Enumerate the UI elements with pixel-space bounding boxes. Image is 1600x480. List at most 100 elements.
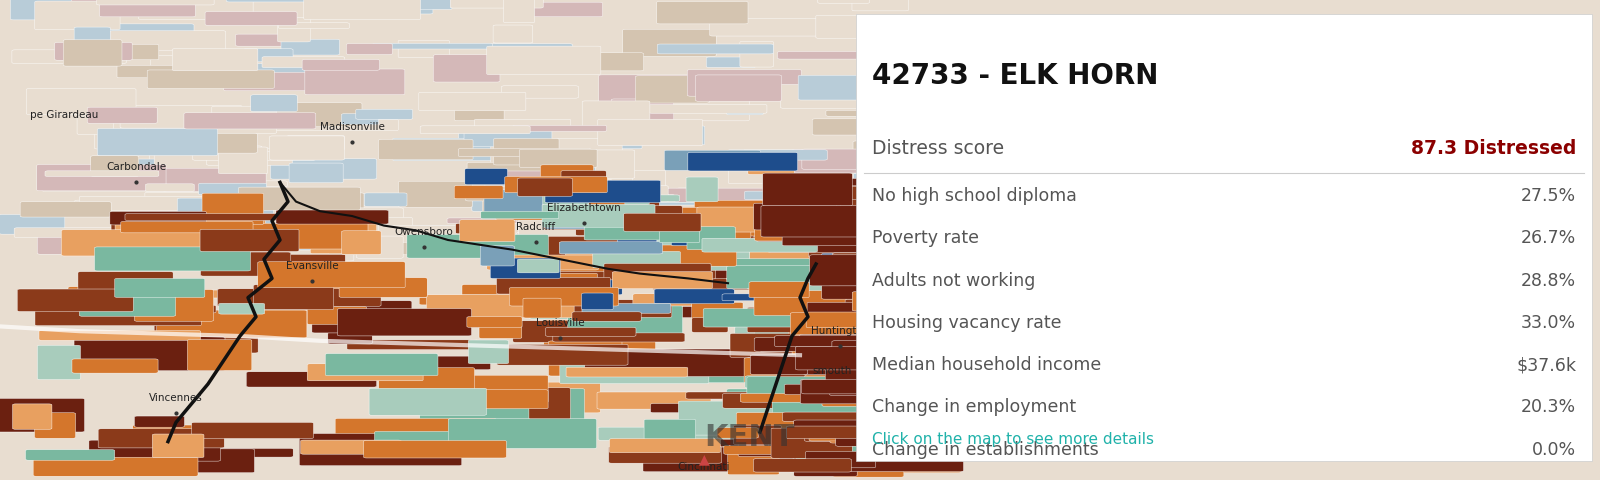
FancyBboxPatch shape bbox=[624, 213, 701, 231]
FancyBboxPatch shape bbox=[664, 150, 760, 170]
FancyBboxPatch shape bbox=[773, 294, 886, 322]
FancyBboxPatch shape bbox=[800, 380, 942, 404]
Text: Owensboro: Owensboro bbox=[395, 227, 453, 237]
FancyBboxPatch shape bbox=[762, 200, 891, 206]
FancyBboxPatch shape bbox=[613, 272, 712, 289]
FancyBboxPatch shape bbox=[672, 231, 709, 246]
FancyBboxPatch shape bbox=[592, 53, 643, 71]
FancyBboxPatch shape bbox=[598, 75, 728, 102]
FancyBboxPatch shape bbox=[426, 295, 576, 318]
FancyBboxPatch shape bbox=[198, 183, 267, 195]
FancyBboxPatch shape bbox=[434, 55, 499, 82]
FancyBboxPatch shape bbox=[88, 107, 157, 123]
FancyBboxPatch shape bbox=[574, 300, 672, 317]
FancyBboxPatch shape bbox=[710, 19, 835, 36]
FancyBboxPatch shape bbox=[61, 230, 227, 256]
FancyBboxPatch shape bbox=[152, 434, 203, 457]
FancyBboxPatch shape bbox=[571, 312, 642, 321]
FancyBboxPatch shape bbox=[72, 0, 141, 4]
FancyBboxPatch shape bbox=[774, 336, 920, 347]
FancyBboxPatch shape bbox=[512, 2, 603, 17]
FancyBboxPatch shape bbox=[840, 362, 902, 392]
FancyBboxPatch shape bbox=[355, 109, 413, 120]
FancyBboxPatch shape bbox=[306, 69, 405, 95]
FancyBboxPatch shape bbox=[688, 70, 802, 96]
FancyBboxPatch shape bbox=[96, 341, 237, 370]
FancyBboxPatch shape bbox=[754, 330, 877, 351]
FancyBboxPatch shape bbox=[474, 120, 571, 131]
FancyBboxPatch shape bbox=[554, 333, 685, 342]
FancyBboxPatch shape bbox=[726, 389, 870, 396]
FancyBboxPatch shape bbox=[99, 3, 195, 17]
FancyBboxPatch shape bbox=[448, 419, 597, 448]
FancyBboxPatch shape bbox=[202, 193, 264, 225]
FancyBboxPatch shape bbox=[584, 206, 682, 215]
FancyBboxPatch shape bbox=[869, 299, 933, 324]
FancyBboxPatch shape bbox=[678, 401, 816, 435]
FancyBboxPatch shape bbox=[514, 351, 562, 360]
FancyBboxPatch shape bbox=[509, 285, 610, 309]
FancyBboxPatch shape bbox=[120, 105, 242, 128]
FancyBboxPatch shape bbox=[646, 103, 741, 119]
FancyBboxPatch shape bbox=[299, 433, 462, 466]
FancyBboxPatch shape bbox=[789, 419, 862, 434]
Text: Madisonville: Madisonville bbox=[320, 121, 384, 132]
FancyBboxPatch shape bbox=[842, 268, 928, 283]
FancyBboxPatch shape bbox=[832, 434, 893, 456]
FancyBboxPatch shape bbox=[419, 389, 584, 422]
FancyBboxPatch shape bbox=[877, 272, 974, 286]
FancyBboxPatch shape bbox=[200, 229, 299, 252]
FancyBboxPatch shape bbox=[197, 133, 258, 153]
FancyBboxPatch shape bbox=[842, 424, 936, 452]
FancyBboxPatch shape bbox=[542, 204, 654, 227]
FancyBboxPatch shape bbox=[546, 180, 661, 203]
FancyBboxPatch shape bbox=[611, 202, 714, 217]
FancyBboxPatch shape bbox=[754, 459, 851, 472]
FancyBboxPatch shape bbox=[483, 190, 542, 215]
FancyBboxPatch shape bbox=[117, 65, 205, 78]
FancyBboxPatch shape bbox=[518, 214, 645, 238]
FancyBboxPatch shape bbox=[754, 203, 837, 230]
FancyBboxPatch shape bbox=[584, 306, 718, 318]
FancyBboxPatch shape bbox=[768, 442, 853, 451]
FancyBboxPatch shape bbox=[139, 0, 253, 20]
FancyBboxPatch shape bbox=[549, 341, 622, 376]
FancyBboxPatch shape bbox=[781, 355, 936, 364]
FancyBboxPatch shape bbox=[760, 418, 864, 438]
FancyBboxPatch shape bbox=[325, 354, 438, 376]
Text: 27.5%: 27.5% bbox=[1522, 187, 1576, 205]
FancyBboxPatch shape bbox=[115, 219, 266, 243]
FancyBboxPatch shape bbox=[565, 245, 638, 259]
FancyBboxPatch shape bbox=[739, 41, 773, 67]
FancyBboxPatch shape bbox=[258, 262, 405, 288]
FancyBboxPatch shape bbox=[605, 234, 718, 254]
FancyBboxPatch shape bbox=[862, 135, 978, 160]
FancyBboxPatch shape bbox=[278, 196, 314, 216]
FancyBboxPatch shape bbox=[818, 366, 978, 376]
FancyBboxPatch shape bbox=[704, 440, 779, 447]
FancyBboxPatch shape bbox=[787, 412, 906, 420]
FancyBboxPatch shape bbox=[35, 303, 202, 325]
Text: Change in employment: Change in employment bbox=[872, 398, 1077, 416]
FancyBboxPatch shape bbox=[781, 168, 850, 176]
FancyBboxPatch shape bbox=[670, 207, 706, 231]
FancyBboxPatch shape bbox=[816, 225, 867, 246]
FancyBboxPatch shape bbox=[742, 150, 872, 171]
FancyBboxPatch shape bbox=[677, 243, 768, 262]
FancyBboxPatch shape bbox=[110, 217, 238, 243]
FancyBboxPatch shape bbox=[26, 89, 136, 115]
FancyBboxPatch shape bbox=[96, 0, 214, 5]
FancyBboxPatch shape bbox=[290, 163, 342, 183]
FancyBboxPatch shape bbox=[157, 448, 293, 457]
FancyBboxPatch shape bbox=[832, 452, 904, 477]
FancyBboxPatch shape bbox=[98, 129, 218, 156]
FancyBboxPatch shape bbox=[755, 224, 904, 241]
FancyBboxPatch shape bbox=[80, 293, 176, 316]
FancyBboxPatch shape bbox=[782, 412, 894, 421]
FancyBboxPatch shape bbox=[824, 393, 947, 405]
FancyBboxPatch shape bbox=[816, 353, 934, 375]
FancyBboxPatch shape bbox=[806, 312, 880, 328]
FancyBboxPatch shape bbox=[274, 120, 398, 131]
FancyBboxPatch shape bbox=[728, 150, 827, 160]
FancyBboxPatch shape bbox=[74, 27, 110, 52]
